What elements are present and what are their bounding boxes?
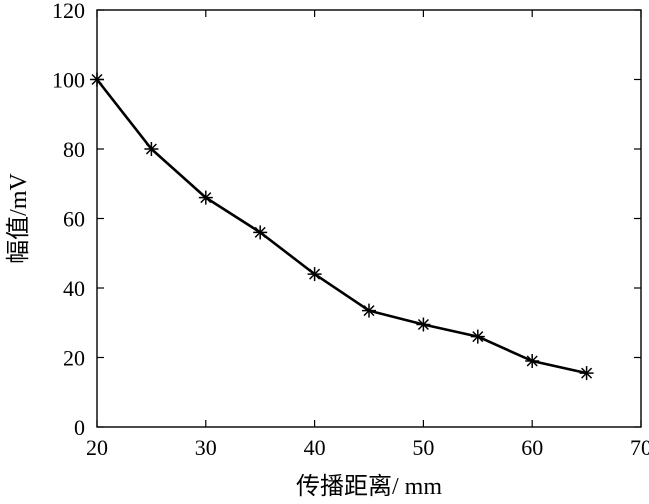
- x-tick-label: 50: [412, 435, 434, 460]
- data-point: [579, 366, 594, 381]
- y-tick-label: 60: [63, 207, 85, 232]
- x-tick-label: 30: [195, 435, 217, 460]
- data-point: [144, 142, 159, 156]
- y-tick-label: 40: [63, 276, 85, 301]
- y-tick-label: 80: [63, 137, 85, 162]
- y-tick-label: 20: [63, 346, 85, 371]
- data-point: [362, 303, 376, 318]
- y-tick-label: 120: [52, 0, 85, 23]
- x-axis-label: 传播距离/ mm: [296, 473, 442, 499]
- data-point: [470, 329, 485, 344]
- data-point: [307, 267, 322, 282]
- x-tick-label: 20: [86, 435, 108, 460]
- data-point: [90, 72, 104, 87]
- x-tick-label: 60: [521, 435, 543, 460]
- y-tick-label: 100: [52, 68, 85, 93]
- series-line: [95, 78, 587, 375]
- plot-frame: [96, 9, 642, 428]
- data-point: [525, 354, 540, 368]
- data-point: [198, 190, 213, 205]
- data-point: [416, 317, 431, 332]
- data-point: [253, 225, 268, 240]
- y-axis-label: 幅值/mV: [5, 173, 32, 264]
- x-tick-label: 40: [304, 435, 326, 460]
- y-tick-label: 0: [74, 415, 85, 440]
- x-tick-label: 70: [630, 435, 649, 460]
